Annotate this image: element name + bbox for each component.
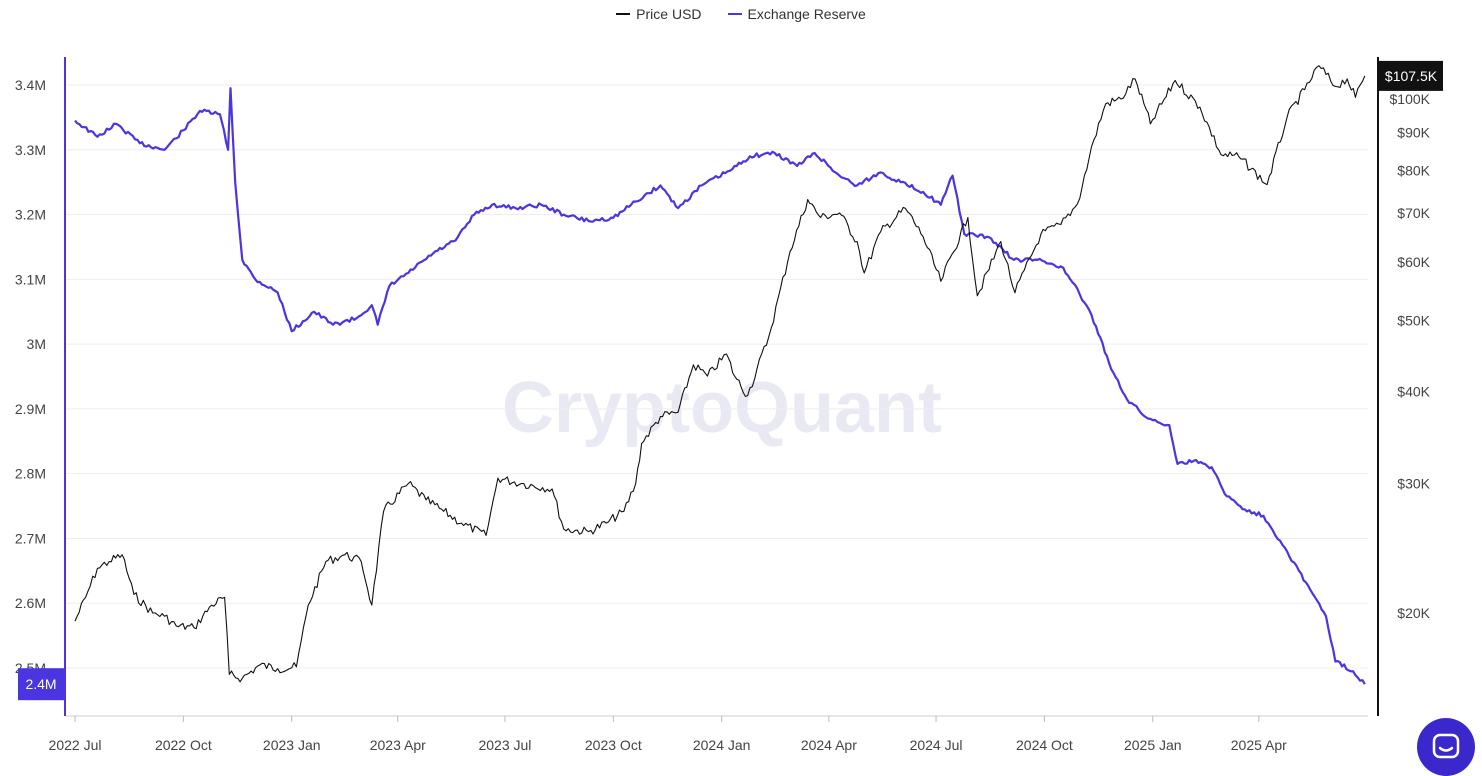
legend-swatch-reserve [727, 13, 742, 15]
y-left-tick-label: 3.3M [15, 142, 46, 158]
series-line-reserve [74, 87, 1366, 685]
grid-lines [66, 84, 1368, 669]
y-left-tick-label: 2.9M [15, 401, 46, 417]
legend-swatch-price [616, 13, 631, 15]
y-right-tick-label: $30K [1397, 476, 1430, 492]
x-tick-label: 2022 Oct [155, 737, 212, 753]
price-badge-bg [1379, 60, 1443, 91]
watermark: CryptoQuant [502, 368, 942, 448]
price-badge-text: $107.5K [1385, 68, 1438, 84]
x-tick-label: 2023 Jul [478, 737, 531, 753]
y-left-tick-label: 3.2M [15, 207, 46, 223]
y-right-tick-label: $60K [1397, 254, 1430, 270]
reserve-badge-bg [18, 668, 64, 701]
y-right-tick-label: $40K [1397, 384, 1430, 400]
x-tick-label: 2025 Apr [1231, 737, 1287, 753]
x-tick-label: 2025 Jan [1124, 737, 1182, 753]
axes: 2.5M2.6M2.7M2.8M2.9M3M3.1M3.2M3.3M3.4M$2… [15, 57, 1431, 753]
x-tick-label: 2024 Oct [1016, 737, 1073, 753]
chart-legend: Price USD Exchange Reserve [0, 6, 1482, 22]
y-left-tick-label: 2.6M [15, 595, 46, 611]
current-value-badges: $107.5K 2.4M [18, 60, 1443, 701]
y-right-tick-label: $20K [1397, 605, 1430, 621]
y-left-tick-label: 3M [27, 336, 46, 352]
y-left-tick-label: 3.4M [15, 77, 46, 93]
legend-label-price: Price USD [636, 6, 702, 22]
y-right-tick-label: $80K [1397, 162, 1430, 178]
x-tick-label: 2022 Jul [49, 737, 102, 753]
x-tick-label: 2024 Jul [910, 737, 963, 753]
x-tick-label: 2023 Oct [585, 737, 642, 753]
y-left-tick-label: 3.1M [15, 271, 46, 287]
y-right-tick-label: $100K [1390, 91, 1431, 107]
legend-item-reserve[interactable]: Exchange Reserve [727, 6, 866, 22]
reserve-badge-text: 2.4M [25, 676, 56, 692]
series-layer [74, 65, 1366, 685]
x-tick-label: 2024 Apr [801, 737, 857, 753]
x-tick-label: 2023 Apr [370, 737, 426, 753]
series-line-price [74, 65, 1366, 683]
y-left-tick-label: 2.8M [15, 466, 46, 482]
legend-item-price[interactable]: Price USD [616, 6, 702, 22]
chat-button[interactable] [1417, 718, 1475, 776]
y-right-tick-label: $70K [1397, 205, 1430, 221]
legend-label-reserve: Exchange Reserve [747, 6, 866, 22]
y-right-tick-label: $90K [1397, 125, 1430, 141]
x-tick-label: 2024 Jan [693, 737, 751, 753]
y-right-tick-label: $50K [1397, 312, 1430, 328]
y-left-tick-label: 2.7M [15, 530, 46, 546]
x-tick-label: 2023 Jan [263, 737, 321, 753]
chat-bubble-icon [1432, 733, 1460, 759]
